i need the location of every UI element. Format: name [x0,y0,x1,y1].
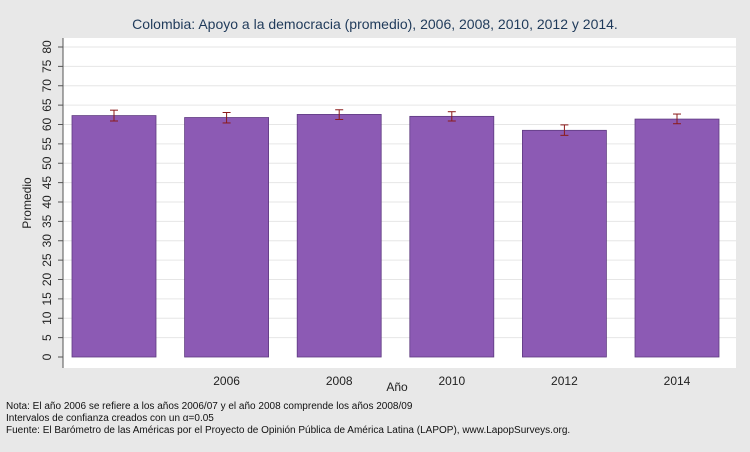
y-tick-label: 55 [40,137,54,151]
y-tick-label: 0 [40,353,54,360]
bar [71,115,157,358]
y-tick-label: 70 [40,79,54,93]
x-tick-label: 2014 [664,374,691,388]
y-tick-label: 40 [40,195,54,209]
y-tick-label: 25 [40,253,54,267]
y-tick-label: 10 [40,311,54,325]
y-tick-label: 5 [40,334,54,341]
y-tick-label: 50 [40,156,54,170]
note-line-2: Intervalos de confianza creados con un α… [6,413,214,424]
y-axis-label: Promedio [20,177,34,229]
x-ticks: 2006 2008 2010 2012 2014 [213,374,690,388]
bar [184,117,270,358]
y-tick-label: 45 [40,176,54,190]
y-ticks: 0 5 10 15 20 25 30 35 40 45 50 55 60 65 70 75 80 [40,40,63,360]
y-tick-label: 15 [40,292,54,306]
note-line-3: Fuente: El Barómetro de las Américas por… [6,425,571,436]
bar [296,114,382,358]
bar [522,129,607,358]
y-tick-label: 60 [40,118,54,132]
chart-title: Colombia: Apoyo a la democracia (promedi… [132,16,618,32]
y-tick-label: 65 [40,98,54,112]
x-tick-label: 2012 [551,374,578,388]
x-tick-label: 2008 [326,374,353,388]
bar [634,118,720,358]
y-tick-label: 35 [40,214,54,228]
y-tick-label: 80 [40,40,54,54]
x-tick-label: 2010 [438,374,465,388]
y-tick-label: 20 [40,273,54,287]
note-line-1: Nota: El año 2006 se refiere a los años … [6,401,413,412]
y-tick-label: 75 [40,59,54,73]
grid-lines [63,46,736,339]
bars [71,114,720,358]
bar [409,115,495,358]
plot-area [63,38,736,368]
x-axis-label: Año [386,380,408,394]
y-tick-label: 30 [40,234,54,248]
x-tick-label: 2006 [213,374,240,388]
error-bars [110,109,681,136]
